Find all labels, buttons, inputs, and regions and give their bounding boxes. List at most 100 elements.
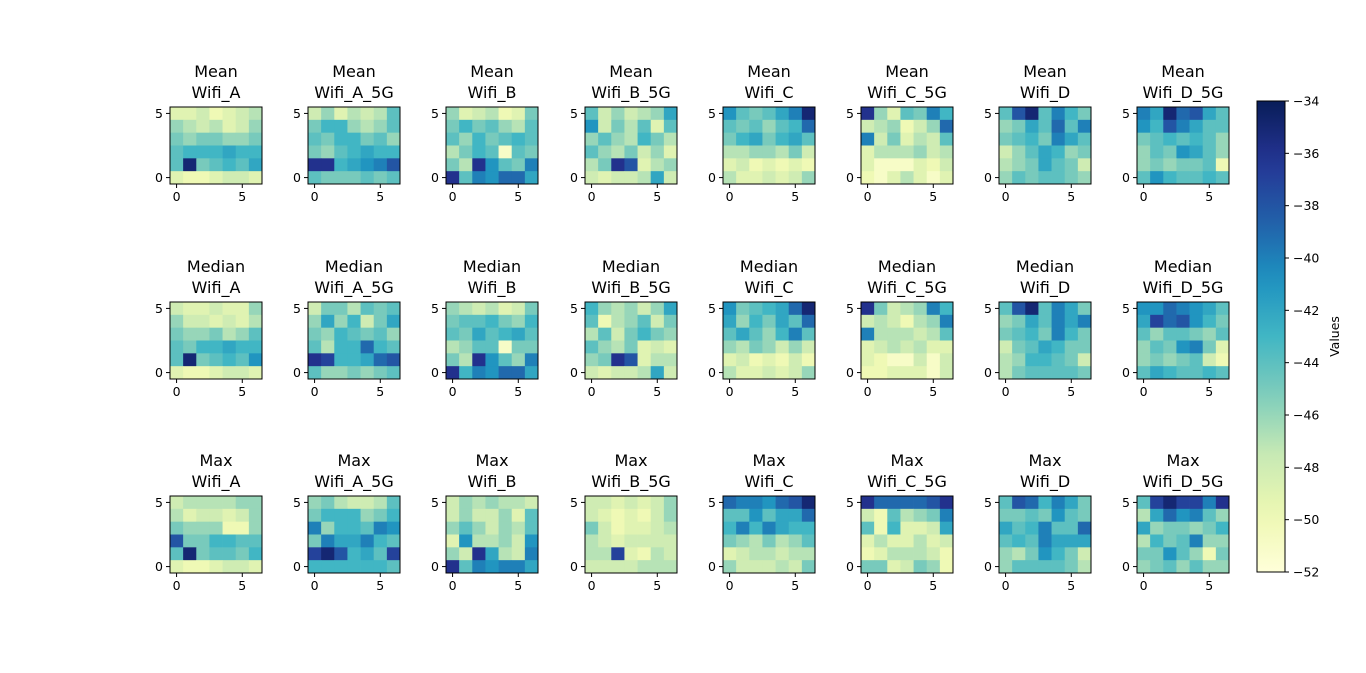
heatmap-cell <box>1038 508 1052 523</box>
heatmap-cell <box>801 107 816 121</box>
heatmap-cell <box>749 340 763 354</box>
heatmap-cell <box>736 366 750 380</box>
heatmap-cell <box>1137 340 1151 354</box>
heatmap-cell <box>1025 145 1039 159</box>
heatmap-cell <box>736 353 750 367</box>
heatmap-cell <box>1215 314 1230 329</box>
y-tick-label: 5 <box>155 106 163 121</box>
heatmap-cell <box>360 171 375 185</box>
heatmap-cell <box>170 107 184 121</box>
heatmap-cell <box>900 302 914 316</box>
heatmap-cell <box>900 560 914 574</box>
heatmap-cell <box>1137 534 1151 548</box>
heatmap-cell <box>1137 158 1151 172</box>
heatmap-cell <box>524 340 539 354</box>
heatmap-cell <box>736 547 750 561</box>
heatmap-cell <box>209 302 223 316</box>
heatmap-cell <box>308 366 322 380</box>
heatmap-cell <box>498 314 513 329</box>
heatmap-cell <box>1012 340 1026 354</box>
heatmap-cell <box>723 521 737 535</box>
heatmap-cell <box>446 534 460 548</box>
panel-frame <box>998 301 1092 380</box>
heatmap-cell <box>485 353 499 367</box>
heatmap-cell <box>498 340 513 354</box>
heatmap-cell <box>472 547 486 561</box>
heatmap-cell <box>999 496 1013 510</box>
heatmap-cell <box>598 132 612 146</box>
heatmap-cell <box>1176 560 1190 574</box>
heatmap-cell <box>926 145 941 159</box>
x-tick-label: 0 <box>311 384 319 399</box>
heatmap-cell <box>900 158 914 172</box>
heatmap-cell <box>485 171 499 185</box>
heatmap-cell <box>170 327 184 341</box>
heatmap-cell <box>308 158 322 172</box>
heatmap-cell <box>248 508 263 523</box>
heatmap-cell <box>874 534 888 548</box>
heatmap-cell <box>459 496 473 510</box>
heatmap-cell <box>459 119 473 134</box>
heatmap-cell <box>170 496 184 510</box>
panel-title-network: Wifi_B <box>468 278 517 298</box>
heatmap-cell <box>321 508 335 523</box>
heatmap-cell <box>736 132 750 146</box>
heatmap-cell <box>874 145 888 159</box>
heatmap-cell <box>874 302 888 316</box>
heatmap-cell <box>585 171 599 185</box>
heatmap-cell <box>650 302 665 316</box>
heatmap-cell <box>485 521 499 535</box>
heatmap-cell <box>637 302 652 316</box>
heatmap-cell <box>373 508 388 523</box>
heatmap-cell <box>663 327 678 341</box>
heatmap-cell <box>788 327 803 341</box>
panel-frame <box>169 301 263 380</box>
heatmap-cell <box>524 353 539 367</box>
heatmap-cell <box>801 547 816 561</box>
heatmap-cell <box>209 508 223 523</box>
heatmap-cell <box>1202 496 1217 510</box>
x-tick-label: 5 <box>514 189 522 204</box>
x-tick-label: 0 <box>449 578 457 593</box>
heatmap-cell <box>1176 508 1190 523</box>
heatmap-cell <box>1202 521 1217 535</box>
heatmap-cell <box>1012 327 1026 341</box>
heatmap-cell <box>801 132 816 146</box>
heatmap-cell <box>373 314 388 329</box>
heatmap-cell <box>524 132 539 146</box>
heatmap-cell <box>222 158 237 172</box>
heatmap-cell <box>386 560 401 574</box>
heatmap-cell <box>999 560 1013 574</box>
heatmap-cell <box>183 314 197 329</box>
heatmap-cell <box>1025 366 1039 380</box>
heatmap-cell <box>1012 353 1026 367</box>
heatmap-cell <box>1025 534 1039 548</box>
heatmap-cell <box>1064 171 1079 185</box>
y-tick-label: 5 <box>155 495 163 510</box>
heatmap-cell <box>170 302 184 316</box>
heatmap-cell <box>360 314 375 329</box>
heatmap-cell <box>1025 340 1039 354</box>
heatmap-cell <box>1163 353 1177 367</box>
panel-frame <box>445 495 539 574</box>
heatmap-cell <box>360 327 375 341</box>
heatmap-cell <box>663 158 678 172</box>
heatmap-cell <box>762 314 776 329</box>
heatmap-cell <box>926 496 941 510</box>
panel-frame <box>307 495 401 574</box>
heatmap-cell <box>1189 560 1204 574</box>
heatmap-cell <box>196 366 210 380</box>
heatmap-cell <box>1077 158 1092 172</box>
heatmap-cell <box>1137 560 1151 574</box>
x-tick-label: 0 <box>449 189 457 204</box>
heatmap-cell <box>334 327 348 341</box>
heatmap-cell <box>308 353 322 367</box>
panel-title-network: Wifi_D <box>1020 472 1070 492</box>
x-tick-label: 5 <box>376 578 384 593</box>
heatmap-cell <box>1150 158 1164 172</box>
y-tick-label: 0 <box>431 170 439 185</box>
heatmap-cell <box>472 132 486 146</box>
heatmap-cell <box>1038 327 1052 341</box>
heatmap-cell <box>775 327 790 341</box>
heatmap-cell <box>913 107 928 121</box>
